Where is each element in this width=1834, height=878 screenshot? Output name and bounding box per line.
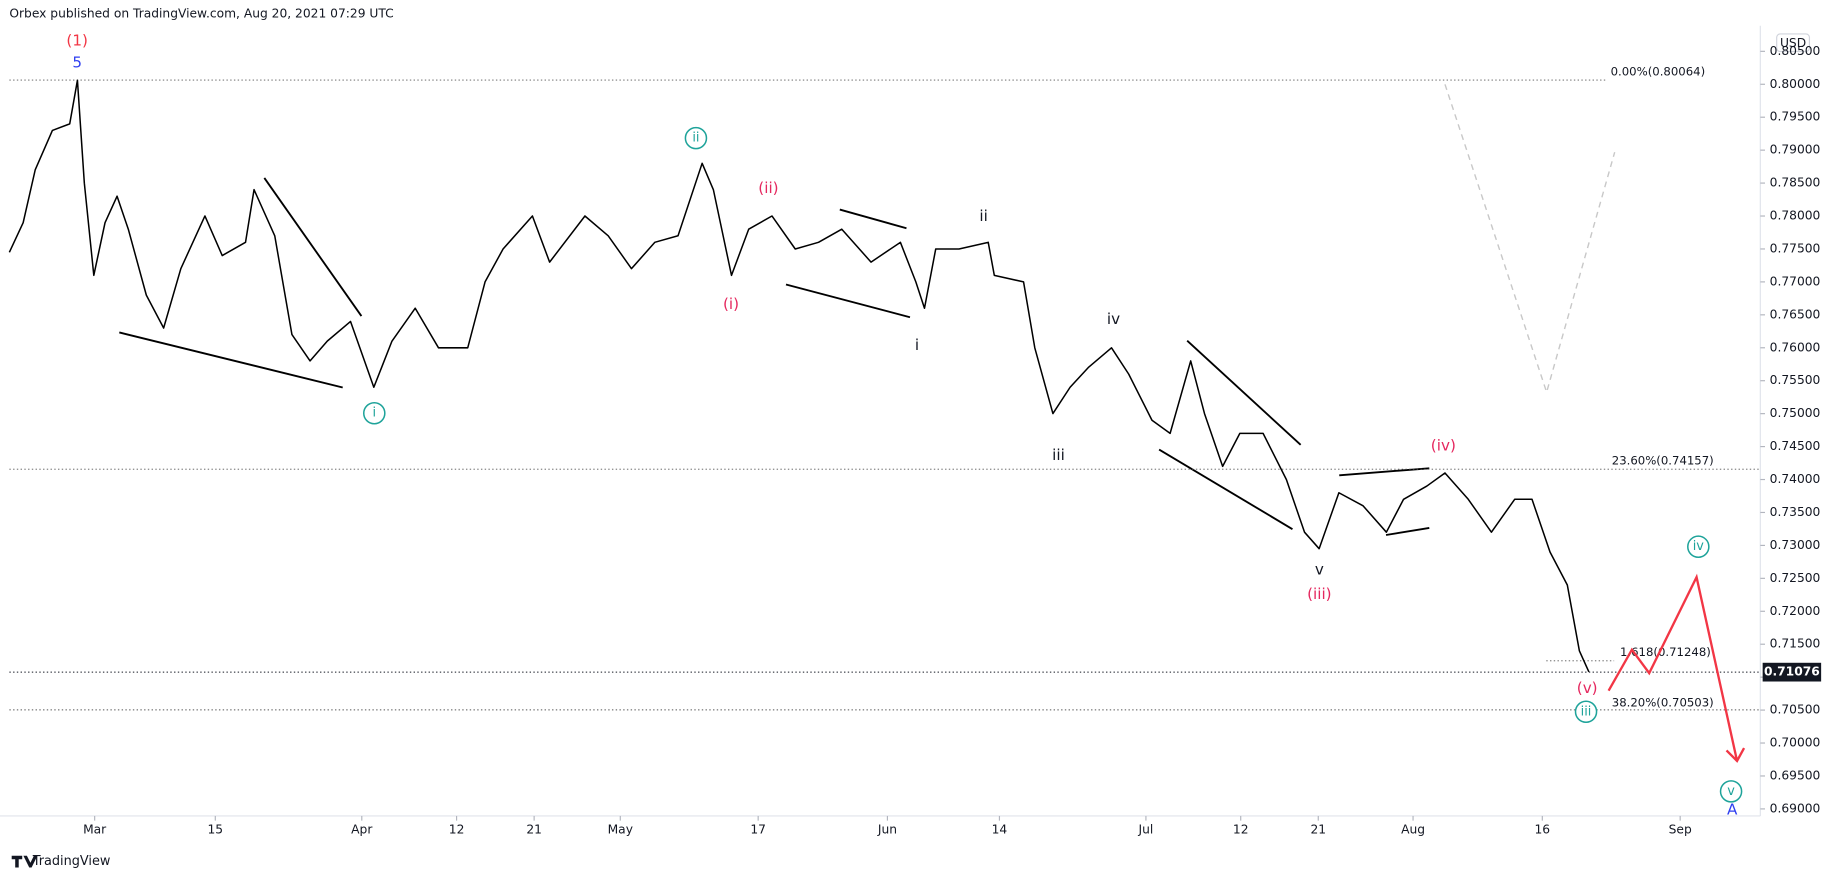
wave-label: (v) — [1577, 679, 1598, 697]
wave-label: (iii) — [1307, 585, 1332, 603]
trendlines — [119, 177, 1430, 536]
y-tick-label: 0.71500 — [1770, 637, 1821, 651]
wave-label: i — [372, 406, 376, 421]
wave-circle — [1719, 780, 1743, 803]
y-tick-label: 0.73000 — [1770, 538, 1821, 552]
last-price-label: 0.71076 — [1764, 665, 1820, 679]
trendline — [1158, 448, 1293, 530]
wave-label: (iv) — [1431, 437, 1456, 455]
y-tick-label: 0.72500 — [1770, 571, 1821, 585]
x-tick-label: 21 — [1310, 822, 1326, 836]
y-tick-label: 0.72000 — [1770, 604, 1821, 618]
y-tick-label: 0.74000 — [1770, 472, 1821, 486]
wave-label: iv — [1693, 539, 1705, 554]
wave-label: A — [1727, 801, 1738, 819]
x-tick-label: 17 — [750, 822, 766, 836]
y-tick-label: 0.80000 — [1770, 77, 1821, 91]
logo-mark — [11, 855, 38, 868]
currency[interactable]: USD — [1780, 36, 1806, 50]
wave-circle — [1574, 700, 1598, 724]
y-tick-label: 0.70000 — [1770, 736, 1821, 750]
y-tick-label: 0.78500 — [1770, 176, 1821, 190]
projection-arrowhead — [1725, 747, 1746, 763]
level-label: 1.618(0.71248) — [1620, 645, 1711, 659]
currency-box[interactable] — [1776, 33, 1811, 53]
y-tick-label: 0.70500 — [1770, 703, 1821, 717]
x-tick-label: 14 — [992, 822, 1008, 836]
x-tick-label: May — [608, 822, 633, 836]
x-tick-label: Jul — [1138, 822, 1154, 836]
wave-label: (i) — [723, 295, 739, 313]
trendline — [263, 177, 363, 317]
x-tick-label: Aug — [1401, 822, 1425, 836]
x-tick-label: Sep — [1669, 822, 1692, 836]
y-tick-label: 0.79500 — [1770, 110, 1821, 124]
wave-label: (1) — [66, 31, 88, 49]
trendline — [1385, 527, 1430, 536]
wave-circle — [1687, 535, 1710, 558]
x-tick-label: 12 — [1233, 822, 1249, 836]
x-tick-label: Apr — [351, 822, 373, 836]
y-tick-label: 0.76000 — [1770, 340, 1821, 354]
alt-projection — [1444, 84, 1616, 395]
wave-label: iii — [1052, 446, 1065, 464]
footer: TradingView — [32, 854, 111, 869]
trendline — [1186, 339, 1302, 446]
wave-label: ii — [979, 207, 987, 225]
y-tick-label: 0.74500 — [1770, 439, 1821, 453]
y-tick-label: 0.77500 — [1770, 241, 1821, 255]
y-tick-label: 0.79000 — [1770, 143, 1821, 157]
header: Orbex published on TradingView.com, Aug … — [9, 7, 393, 21]
price-line — [8, 79, 1590, 673]
wave-circle — [684, 126, 708, 150]
wave-label: ii — [692, 131, 699, 146]
y-tick-label: 0.77000 — [1770, 274, 1821, 288]
x-tick-label: 15 — [207, 822, 223, 836]
y-tick-label: 0.69000 — [1770, 801, 1821, 815]
trendline — [119, 331, 343, 389]
level-label: 38.20%(0.70503) — [1612, 695, 1714, 709]
wave-circle — [362, 401, 386, 425]
y-tick-label: 0.80500 — [1770, 44, 1821, 58]
projection — [1607, 573, 1739, 762]
wave-label: i — [915, 336, 919, 354]
wave-label: 5 — [72, 54, 82, 72]
x-tick-label: 21 — [526, 822, 542, 836]
y-tick-label: 0.76500 — [1770, 307, 1821, 321]
wave-label: (ii) — [758, 179, 778, 197]
x-tick-label: 12 — [449, 822, 465, 836]
level-label: 23.60%(0.74157) — [1612, 453, 1714, 467]
x-tick-label: Jun — [877, 822, 897, 836]
trendline — [839, 208, 907, 230]
y-tick-label: 0.75500 — [1770, 373, 1821, 387]
wave-label: v — [1315, 561, 1324, 579]
y-tick-label: 0.73500 — [1770, 505, 1821, 519]
wave-label: v — [1727, 784, 1735, 799]
x-tick-label: 16 — [1535, 822, 1551, 836]
y-tick-label: 0.78000 — [1770, 209, 1821, 223]
level-label: 0.00%(0.80064) — [1611, 64, 1706, 78]
trendline — [785, 283, 911, 319]
y-tick-label: 0.69500 — [1770, 768, 1821, 782]
x-tick-label: Mar — [83, 822, 107, 836]
wave-label: iii — [1581, 704, 1592, 719]
y-tick-label: 0.75000 — [1770, 406, 1821, 420]
last-price-box — [1762, 662, 1822, 682]
footer-logo — [11, 855, 38, 868]
wave-label: iv — [1107, 310, 1120, 328]
